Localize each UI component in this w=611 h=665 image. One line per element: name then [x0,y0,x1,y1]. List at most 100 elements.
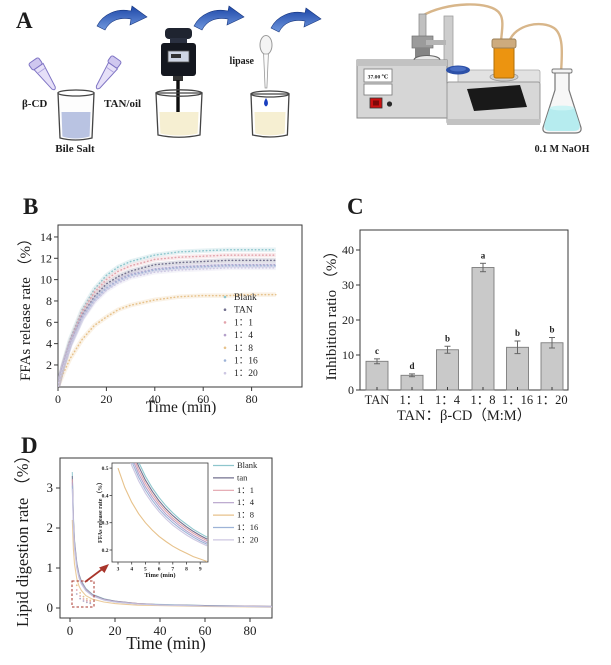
zoom-box [71,580,95,608]
x-tick-label: 60 [199,623,212,638]
zoom-region-dot [85,601,88,604]
legend-label: 1：1 [237,485,254,495]
y-tick-label: 10 [40,273,52,287]
x-tick-label: 80 [244,623,257,638]
zoom-region-dot [79,595,82,597]
x-tick-label: 0 [55,392,61,406]
legend-label: 1：1 [234,318,253,328]
x-tick-label: TAN [365,393,390,407]
inset-y-tick-label: 0.5 [102,466,109,472]
legend-label: 1：16 [234,357,258,367]
y-tick-label: 30 [342,278,354,292]
bar-1：8 [471,267,495,391]
titration-apparatus-icon [356,3,582,134]
plot-frame [59,457,273,619]
sig-letter: c [375,346,379,356]
x-tick-label: 20 [100,392,112,406]
series-line-1：4 [58,263,277,387]
inset-x-axis-label: Time (min) [144,572,175,579]
panel-a-label: A [16,8,33,33]
inset-x-tick-label: 7 [171,567,174,573]
y-tick-label: 0 [348,383,354,397]
inset-y-tick-label: 0.3 [102,521,109,527]
tube-tan-oil-icon [95,55,122,90]
panel-a-schematic: A β-CD TAN/oil Bile Salt [16,3,590,155]
y-tick-label: 3 [47,480,54,495]
panel-b-label: B [23,194,38,219]
flow-arrow-2-icon [193,5,245,31]
burette-cylinder-icon [493,45,515,79]
sig-letter: d [409,361,414,371]
inset-y-axis-label: FFAs release rate （%） [96,479,104,543]
inset-series-group [117,463,208,562]
inset-x-tick-label: 4 [130,567,133,573]
inset-x-tick-label: 3 [117,567,120,573]
bar-TAN [365,360,389,391]
tube-beta-cd-icon [28,57,56,91]
plot-frame [359,229,569,391]
tan-oil-label: TAN/oil [104,98,141,110]
x-axis-label: Time (min) [146,399,216,416]
beaker-homogenize-icon [155,89,203,138]
zoom-region-dot [82,595,85,598]
y-tick-label: 12 [40,251,52,265]
naoh-flask-icon [542,68,582,134]
x-axis-label: Time (min) [126,633,206,653]
bar-1：4 [436,349,459,391]
x-tick-label: 40 [149,392,161,406]
bile-salt-label: Bile Salt [55,143,95,155]
legend-label: tan [237,472,248,482]
zoom-region-dot [85,598,88,600]
zoom-region-dot [75,584,78,587]
legend-label: TAN [234,306,253,316]
y-tick-label: 40 [342,243,354,257]
naoh-label: 0.1 M NaOH [535,144,590,155]
y-tick-label: 14 [40,230,52,244]
zoom-arrowhead-icon [99,564,109,573]
series-line-1：20 [71,488,272,608]
inset-x-tick-label: 8 [185,567,188,573]
series-line-1：8 [58,293,277,387]
panel-d-label: D [21,433,38,458]
series-line-Blank [58,249,277,387]
legend-marker [223,321,227,324]
inset-series-line-1：8 [117,467,208,562]
x-tick-label: 40 [154,623,167,638]
titrator-screen-icon [467,85,527,111]
sig-letter: b [549,325,554,335]
legend-marker [223,308,227,311]
series-group [71,471,272,608]
dropper-icon [259,35,273,107]
y-axis-label: Lipid digestion rate （%） [13,447,32,627]
beaker-lipase-icon [250,90,290,138]
x-tick-label: 0 [67,623,74,638]
tubing-1-icon [421,3,504,42]
panel-c-chart: C 0 10 20 30 40 c TAN d 1：1 b 1：4 a 1：8 b 1：16 b 1：20 TAN… [323,194,569,424]
y-tick-label: 1 [47,560,54,575]
series-group [58,247,277,387]
drop-icon [264,98,268,107]
x-tick-label: 60 [197,392,209,406]
x-tick-label: 1：8 [470,393,495,407]
x-tick-label: 20 [109,623,122,638]
x-tick-label: 1：20 [536,393,567,407]
knob-icon[interactable] [386,101,393,107]
inset-x-tick-label: 9 [199,567,202,573]
legend-marker [223,371,227,375]
legend-marker [223,295,227,299]
y-tick-label: 0 [47,600,54,615]
legend-marker [223,333,227,337]
panel-d-chart: D 0 20 40 60 80 0 1 2 3 Time (min) Lipid digestion… [13,433,273,653]
legend-label: 1：4 [234,331,253,341]
legend-marker [223,346,227,350]
y-axis-label: FFAs release rate （%） [17,231,34,381]
legend-label: 1：4 [237,497,255,507]
legend-label: 1：20 [234,369,258,379]
flow-arrow-3-icon [270,7,322,33]
inset-series-line-Blank [138,463,208,538]
series-line-1：20 [58,267,277,387]
y-tick-label: 10 [342,348,354,362]
y-tick-label: 8 [46,294,52,308]
sig-letter: a [481,250,486,260]
